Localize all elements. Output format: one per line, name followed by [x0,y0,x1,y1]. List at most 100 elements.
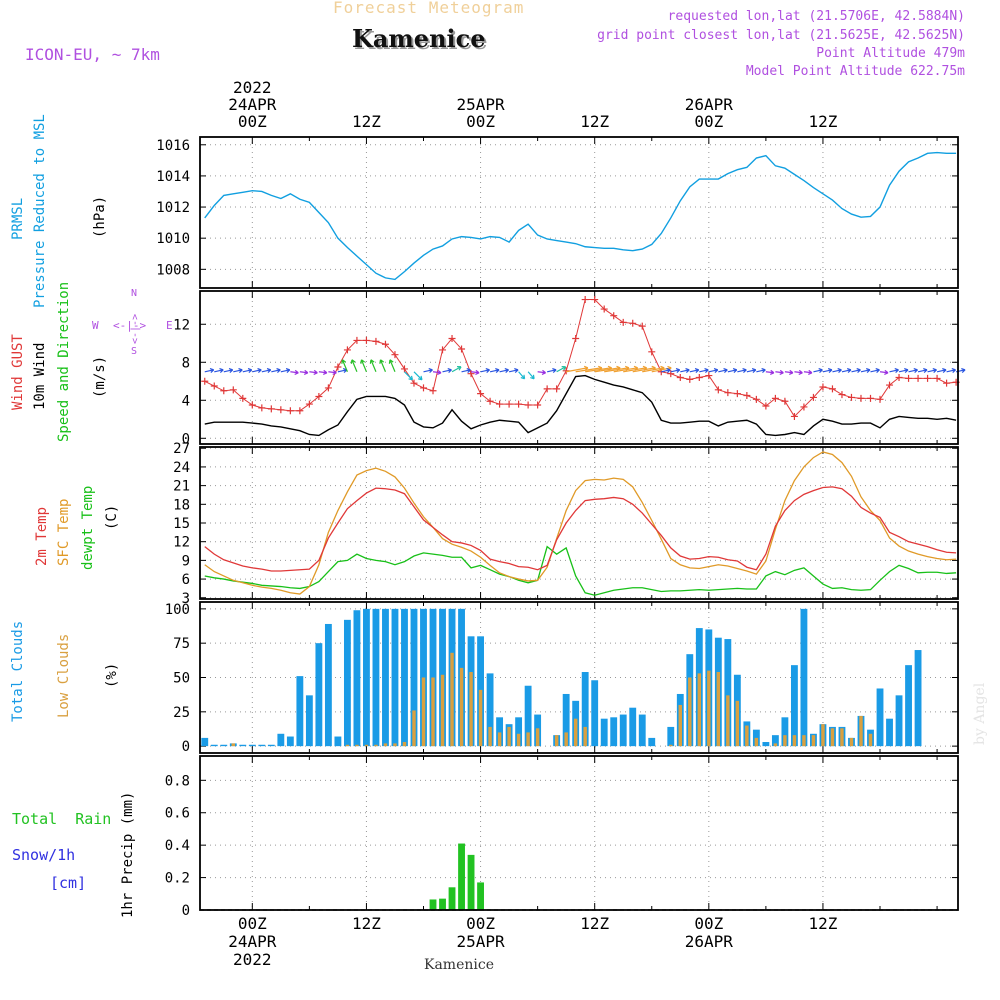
wind-direction-arrow [851,367,861,373]
wind-direction-arrow [794,369,803,375]
wind-direction-arrow [537,369,546,375]
wind-gust-marker [448,335,456,343]
top-time-label: 12Z [808,112,837,131]
bottom-time-label: 24APR [228,932,277,951]
compass-vertical-arrows: <-|-> [130,313,141,344]
pressure-plot-area [200,137,958,288]
low-cloud-bar [688,677,692,747]
wind-ytick-label: 8 [182,355,190,371]
total-cloud-bar [401,608,408,747]
temp-ytick-label: 21 [173,479,190,495]
wind-direction-arrow [803,369,813,375]
wind-gust-marker [876,395,884,403]
wind-direction-arrow [832,367,842,373]
wind-direction-arrow [451,366,462,373]
total-cloud-bar [629,707,637,747]
pressure-long-label: Pressure Reduced to MSL [32,114,48,308]
pressure-unit-label: (hPa) [92,195,108,238]
total-cloud-bar [895,695,903,747]
low-cloud-bar [478,689,483,747]
total-cloud-bar [353,610,361,747]
wind-direction-arrow [547,367,557,373]
wind-direction-arrow [341,359,348,373]
total-cloud-bar [305,695,313,747]
wind-direction-arrow [879,369,889,375]
low-cloud-bar [497,732,502,747]
wind-direction-arrow [404,371,414,381]
low-cloud-bar [412,710,416,747]
wind-gust-marker [914,374,922,382]
wind-gust-marker [905,374,913,382]
wind-direction-arrow [841,367,852,373]
wind-gust-marker [819,383,827,391]
low-cloud-bar [488,726,492,747]
pressure-ytick-label: 1016 [156,138,190,154]
wind-direction-arrow [556,366,567,373]
rain-bar [439,898,446,910]
total-cloud-bar [410,608,418,747]
wind-gust-marker [239,394,247,402]
wind-direction-arrow [765,369,775,375]
wind-direction-arrow [233,367,243,373]
total-cloud-bar [343,619,351,747]
wind-gust-marker [886,381,894,389]
low-cloud-bar [669,744,673,747]
wind-gust-marker [572,335,580,343]
wind-direction-arrow [461,367,471,373]
watermark: by Angel [972,682,988,745]
wind-direction-arrow [489,367,500,373]
bottom-time-label: 12Z [352,914,381,933]
wind-direction-arrow [290,369,299,375]
wind-gust-marker [439,346,447,354]
temp-ytick-label: 15 [173,516,190,532]
low-cloud-bar [726,695,730,747]
total-cloud-bar [562,693,570,747]
low-cloud-bar [440,674,445,747]
wind-direction-arrow [518,371,526,380]
total-cloud-bar [391,608,399,747]
temp-ytick-label: 6 [182,572,190,588]
wind-direction-arrow [360,359,367,373]
wind-direction-arrow [328,369,337,375]
low-cloud-bar [583,726,587,747]
top-time-label: 12Z [352,112,381,131]
wind-gust-marker [505,400,513,408]
low-cloud-bar [849,737,854,747]
temp-t2m-line [204,486,957,572]
wind-gust-marker [781,397,789,405]
wind-direction-arrow [508,367,519,373]
total-cloud-bar [315,643,323,747]
pressure-ytick-label: 1010 [156,231,190,247]
low-cloud-bar [564,732,568,747]
wind-10m-label: 10m Wind [32,342,48,410]
low-cloud-bar [402,742,407,747]
bottom-time-label: 25APR [456,932,505,951]
total-cloud-bar [648,737,656,747]
wind-gust-marker [296,407,304,415]
wind-direction-arrow [252,367,262,373]
wind-gust-marker [515,400,523,408]
wind-direction-arrow [737,367,747,373]
total-cloud-bar [771,735,779,747]
total-cloud-bar [496,717,504,747]
total-cloud-bar [886,718,893,747]
total-cloud-bar [610,717,618,747]
wind-gust-marker [610,312,618,320]
wind-direction-arrow [727,367,738,373]
top-time-label: 00Z [466,112,495,131]
total-cloud-bar [790,665,798,747]
low-cloud-bar [707,670,711,747]
wind-direction-arrow [898,367,909,373]
low-cloud-bar [697,673,702,747]
wind-gust-marker [857,394,865,402]
wind-unit-label: (m/s) [92,355,108,398]
wind-gust-marker [420,384,428,392]
wind-gust-marker [705,372,713,380]
total-cloud-bar [486,673,494,747]
temp-ytick-label: 27 [173,441,190,457]
low-cloud-bar [821,724,825,747]
low-cloud-bar [516,733,521,747]
total-cloud-bar [905,665,912,747]
wind-direction-arrow [670,367,681,373]
wind-direction-arrow [870,367,880,373]
